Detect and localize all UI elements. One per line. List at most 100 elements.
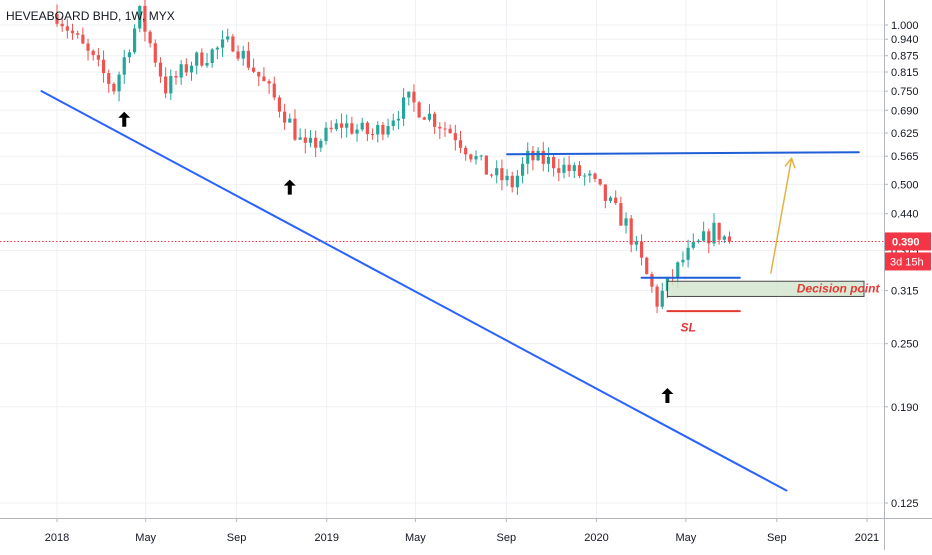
x-tick-label: Sep (497, 532, 517, 544)
candle-body (96, 55, 100, 60)
candle-body (510, 175, 514, 188)
candle-body (391, 120, 395, 127)
candle-body (376, 125, 380, 135)
y-tick-label: 0.315 (891, 286, 919, 298)
last-price-badge (885, 232, 931, 251)
candle-body (251, 67, 256, 72)
candle-body (189, 65, 194, 73)
candle-body (117, 74, 121, 92)
candle-body (433, 113, 437, 127)
candle-body (164, 76, 168, 94)
candle-body (345, 123, 349, 128)
candle-body (702, 231, 706, 241)
candle-body (572, 165, 576, 171)
candle-body (334, 123, 338, 130)
candle-body (277, 97, 282, 112)
candle-body (236, 51, 240, 59)
candle-body (210, 49, 214, 64)
candle-body (552, 156, 556, 169)
candle-body (153, 43, 157, 63)
candle-body (707, 231, 711, 244)
decision-point-label: Decision point (797, 281, 881, 295)
up-arrow-icon (661, 387, 674, 403)
decision-zone (666, 280, 865, 297)
symbol-title[interactable]: HEVEABOARD BHD, 1W, MYX (6, 9, 175, 23)
candle-body (412, 91, 416, 103)
candle-body (567, 164, 571, 171)
x-tick-label: May (135, 532, 156, 544)
candle-body (443, 128, 447, 130)
candle-body (717, 222, 721, 240)
candle-body (686, 247, 690, 260)
candle-body (200, 52, 204, 66)
candle-body (257, 71, 261, 77)
candles (55, 0, 732, 314)
candle-body (407, 91, 411, 98)
candle-body (520, 163, 525, 176)
candle-body (303, 137, 307, 143)
candle-body (365, 122, 369, 135)
up-arrow-icon (283, 179, 296, 195)
candle-body (370, 134, 375, 136)
candle-body (474, 156, 478, 160)
price-axis-background (884, 0, 932, 550)
y-tick-label: 0.940 (891, 34, 919, 46)
candle-body (138, 5, 142, 29)
grid (0, 0, 884, 518)
candle-body (65, 26, 69, 31)
x-tick-label: 2019 (314, 532, 338, 544)
candle-body (122, 57, 126, 75)
x-tick-label: 2021 (855, 532, 879, 544)
target-arrowhead (784, 157, 796, 169)
drawings: Decision point SL (40, 90, 881, 492)
y-tick-label: 0.875 (891, 51, 919, 63)
candle-body (619, 203, 623, 226)
candle-body (272, 83, 276, 98)
y-tick-label: 0.125 (891, 498, 919, 510)
candle-body (220, 39, 225, 48)
x-tick-label: 2018 (45, 532, 69, 544)
candle-body (505, 175, 509, 181)
candle-body (696, 240, 701, 243)
candle-body (169, 75, 173, 94)
candle-body (453, 133, 457, 141)
x-tick-label: Sep (767, 532, 787, 544)
y-tick-label: 0.190 (891, 402, 919, 414)
candle-body (427, 113, 432, 120)
candle-body (479, 155, 483, 157)
y-tick-label: 0.815 (891, 67, 919, 79)
candle-body (660, 290, 664, 307)
candle-body (355, 129, 359, 134)
candle-body (645, 257, 649, 275)
x-tick-label: Sep (227, 532, 247, 544)
candle-body (86, 43, 90, 51)
time-axis-background (0, 518, 884, 550)
candle-body (267, 81, 271, 84)
candle-body (541, 150, 545, 164)
candle-body (655, 286, 659, 307)
target-arrow-line (770, 157, 793, 274)
countdown-label: 3d 15h (890, 256, 924, 268)
candle-body (107, 73, 111, 84)
candle-body (588, 173, 592, 176)
candle-body (381, 125, 385, 135)
x-tick-label: May (676, 532, 697, 544)
candle-body (639, 241, 644, 258)
candle-body (91, 50, 95, 56)
candle-body (562, 164, 566, 173)
candle-body (231, 36, 235, 52)
candle-body (603, 184, 607, 201)
candle-body (174, 75, 178, 78)
candle-body (676, 262, 680, 279)
candle-body (70, 30, 75, 34)
y-tick-label: 0.750 (891, 86, 919, 98)
candle-body (464, 147, 468, 155)
candle-body (60, 23, 64, 27)
candle-body (148, 31, 152, 44)
candle-body (226, 36, 230, 40)
candle-body (598, 178, 602, 185)
candle-body (614, 197, 618, 204)
